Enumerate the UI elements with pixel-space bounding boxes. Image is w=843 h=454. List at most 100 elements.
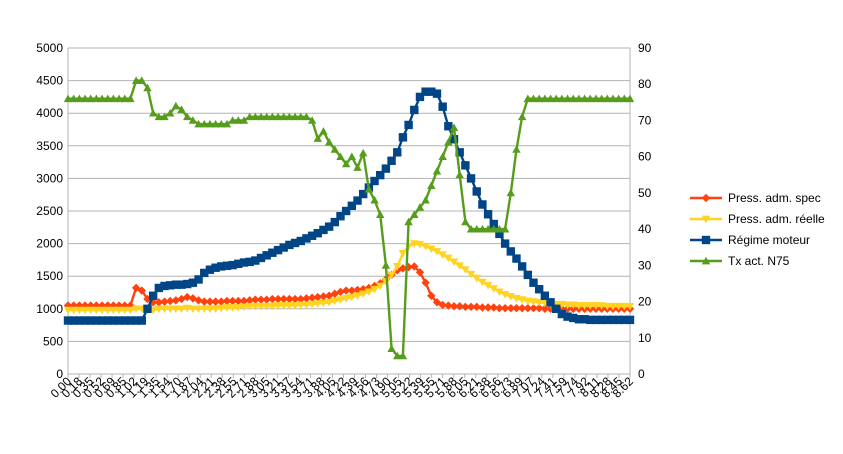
data-point: [279, 294, 288, 304]
data-point: [398, 351, 408, 360]
data-point: [546, 94, 555, 103]
data-point: [183, 112, 192, 121]
data-point: [580, 302, 589, 310]
left-axis: 0 500 1000 1500 2000 2500 3000 3500 4000 4500 5000: [36, 41, 69, 381]
data-point: [313, 292, 322, 302]
data-point: [353, 163, 362, 171]
series-0: [63, 262, 635, 313]
data-point: [364, 185, 374, 193]
data-point: [444, 122, 453, 131]
data-point: [183, 304, 192, 313]
data-point: [285, 302, 294, 310]
data-point: [393, 263, 402, 271]
y-tick-label: 500: [43, 334, 63, 348]
data-point: [194, 305, 203, 313]
data-point: [279, 243, 288, 252]
data-point: [262, 112, 271, 121]
data-point: [131, 305, 141, 313]
data-point: [188, 305, 198, 313]
data-point: [478, 278, 487, 287]
data-point: [432, 248, 442, 256]
data-point: [319, 299, 328, 308]
data-point: [143, 83, 152, 92]
data-point: [330, 217, 340, 227]
data-point: [489, 219, 498, 229]
data-point: [63, 94, 73, 103]
data-point: [109, 306, 118, 315]
data-point: [222, 304, 232, 312]
data-point: [126, 94, 135, 103]
data-point: [614, 315, 623, 325]
data-point: [171, 305, 181, 313]
data-point: [165, 305, 175, 313]
data-point: [512, 303, 521, 313]
data-point: [625, 94, 635, 103]
data-point: [444, 301, 453, 310]
data-point: [580, 315, 589, 324]
data-point: [483, 210, 493, 219]
data-point: [506, 303, 515, 313]
data-point: [137, 286, 146, 295]
data-point: [591, 315, 601, 325]
data-point: [552, 94, 561, 103]
data-point: [449, 258, 459, 267]
y2-tick-label: 70: [638, 113, 652, 127]
data-point: [625, 315, 635, 325]
x-axis: 0.000.180.350.520.690.851.021.191.351.54…: [48, 374, 637, 401]
data-point: [302, 234, 311, 243]
data-point: [449, 135, 459, 144]
y2-tick-label: 30: [638, 258, 652, 272]
data-point: [574, 94, 584, 103]
y-tick-label: 3500: [36, 139, 63, 153]
data-point: [529, 303, 538, 313]
data-point: [472, 187, 481, 196]
y2-tick-label: 80: [638, 77, 652, 91]
data-point: [234, 304, 243, 312]
series-layer: [63, 76, 635, 360]
data-point: [506, 293, 515, 301]
data-point: [177, 305, 186, 313]
data-point: [114, 94, 124, 103]
legend-item: Tx act. N75: [690, 254, 790, 268]
data-point: [506, 188, 515, 197]
data-point: [472, 224, 481, 233]
data-point: [347, 201, 357, 210]
data-point: [586, 94, 595, 103]
data-point: [557, 94, 567, 103]
data-point: [251, 302, 260, 311]
data-point: [387, 271, 396, 280]
data-point: [126, 316, 135, 325]
data-point: [80, 306, 90, 315]
data-point: [97, 316, 107, 325]
data-point: [438, 300, 447, 310]
data-point: [80, 94, 90, 103]
data-point: [586, 315, 595, 325]
data-point: [143, 304, 152, 313]
data-point: [341, 206, 351, 216]
data-point: [120, 316, 129, 325]
data-point: [534, 303, 544, 313]
data-point: [500, 239, 510, 248]
y-tick-label: 3000: [36, 171, 63, 185]
data-point: [205, 265, 215, 274]
data-point: [398, 133, 408, 142]
data-point: [534, 94, 544, 103]
data-point: [114, 316, 124, 325]
data-point: [701, 215, 711, 224]
data-point: [495, 288, 504, 297]
data-point: [222, 296, 232, 306]
data-point: [512, 145, 521, 153]
data-point: [160, 297, 169, 306]
data-point: [438, 152, 447, 161]
data-point: [608, 315, 618, 325]
data-point: [461, 266, 470, 274]
data-point: [217, 297, 226, 306]
data-point: [336, 152, 345, 161]
data-point: [211, 297, 220, 306]
data-point: [126, 306, 135, 315]
data-point: [285, 240, 294, 250]
data-point: [370, 195, 379, 204]
data-point: [591, 302, 601, 310]
data-point: [489, 303, 498, 312]
data-point: [432, 166, 442, 175]
